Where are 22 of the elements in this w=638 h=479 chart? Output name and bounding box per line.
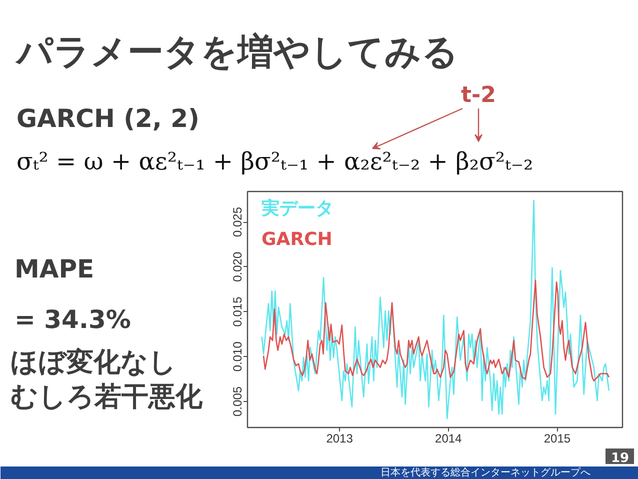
y-tick-label: 0.005 bbox=[230, 386, 244, 416]
x-tick-label: 2013 bbox=[326, 432, 354, 446]
y-tick-label: 0.025 bbox=[230, 206, 244, 238]
text: GARCH bbox=[262, 229, 332, 250]
x-tick-label: 2015 bbox=[544, 432, 571, 446]
text: 19 bbox=[610, 451, 630, 466]
chart-title: パラメータを増やしてみる bbox=[14, 32, 458, 73]
text: MAPE bbox=[14, 254, 94, 284]
text: = 34.3% bbox=[14, 304, 131, 334]
text: 実データ bbox=[260, 198, 334, 219]
y-tick-label: 0.010 bbox=[230, 341, 244, 372]
line-series bbox=[261, 200, 610, 420]
line-series bbox=[262, 280, 610, 382]
text: σₜ² = ω + αε²ₜ₋₁ + βσ²ₜ₋₁ + α₂ε²ₜ₋₂ + β₂σ²ₜ₋₂ bbox=[16, 148, 534, 176]
text: t-2 bbox=[461, 83, 496, 108]
text: ほぼ変化なし bbox=[10, 347, 176, 378]
text: むしろ若干悪化 bbox=[10, 381, 204, 412]
chart-subtitle: GARCH (2, 2) bbox=[16, 104, 200, 133]
text: 日本を代表する総合インターネットグループへ bbox=[380, 466, 590, 478]
y-tick-label: 0.020 bbox=[230, 252, 244, 282]
y-tick-label: 0.015 bbox=[230, 296, 244, 327]
x-tick-label: 2014 bbox=[435, 432, 462, 446]
